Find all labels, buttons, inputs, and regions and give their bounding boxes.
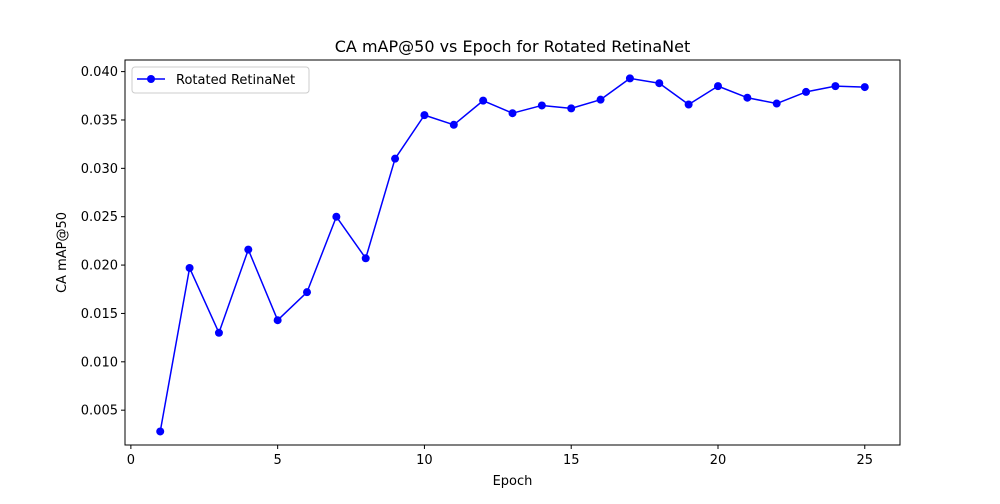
y-tick-label: 0.015 [81,307,118,322]
x-axis: 0 5 10 15 20 25 [127,445,873,468]
y-tick-label: 0.030 [81,162,118,177]
data-point [508,109,517,118]
data-point [567,104,576,113]
data-point [596,95,605,104]
series-layer [156,74,869,436]
data-point [214,328,223,337]
data-point [332,212,341,221]
data-point [391,154,400,163]
data-point [244,245,253,254]
data-point [684,100,693,109]
data-point [361,254,370,263]
data-point [625,74,634,83]
y-axis-label: CA mAP@50 [55,212,70,293]
data-point [449,120,458,129]
y-tick-label: 0.035 [81,113,118,128]
legend-label: Rotated RetinaNet [176,73,295,88]
data-point [537,101,546,110]
data-point [655,79,664,88]
y-tick-label: 0.020 [81,259,118,274]
data-point [772,99,781,108]
y-tick-label: 0.010 [81,355,118,370]
data-point [185,263,194,272]
x-axis-label: Epoch [493,474,533,489]
data-point [273,316,282,325]
x-tick-label: 15 [563,453,580,468]
y-axis: 0.005 0.010 0.015 0.020 0.025 0.030 0.035 0.040 [81,65,125,419]
y-tick-label: 0.025 [81,210,118,225]
data-point [802,87,811,96]
data-point [831,82,840,91]
plot-area: 0 5 10 15 20 25 0.005 0.010 0.015 0.020 0.025 0.03… [81,59,901,468]
y-tick-label: 0.040 [81,65,118,80]
x-tick-label: 5 [274,453,282,468]
data-point [743,93,752,102]
y-tick-label: 0.005 [81,404,118,419]
plot-frame [124,59,901,446]
legend-marker [147,75,155,83]
x-tick-label: 20 [710,453,727,468]
legend-box [131,66,310,94]
chart-title: CA mAP@50 vs Epoch for Rotated RetinaNet [335,37,691,56]
data-point [156,427,165,436]
x-tick-label: 0 [127,453,135,468]
data-point [303,288,312,297]
x-tick-label: 25 [856,453,873,468]
x-tick-label: 10 [416,453,433,468]
data-point [860,83,869,92]
data-point [420,111,429,120]
data-point [713,82,722,91]
legend: Rotated RetinaNet [131,66,310,94]
data-point [479,96,488,105]
